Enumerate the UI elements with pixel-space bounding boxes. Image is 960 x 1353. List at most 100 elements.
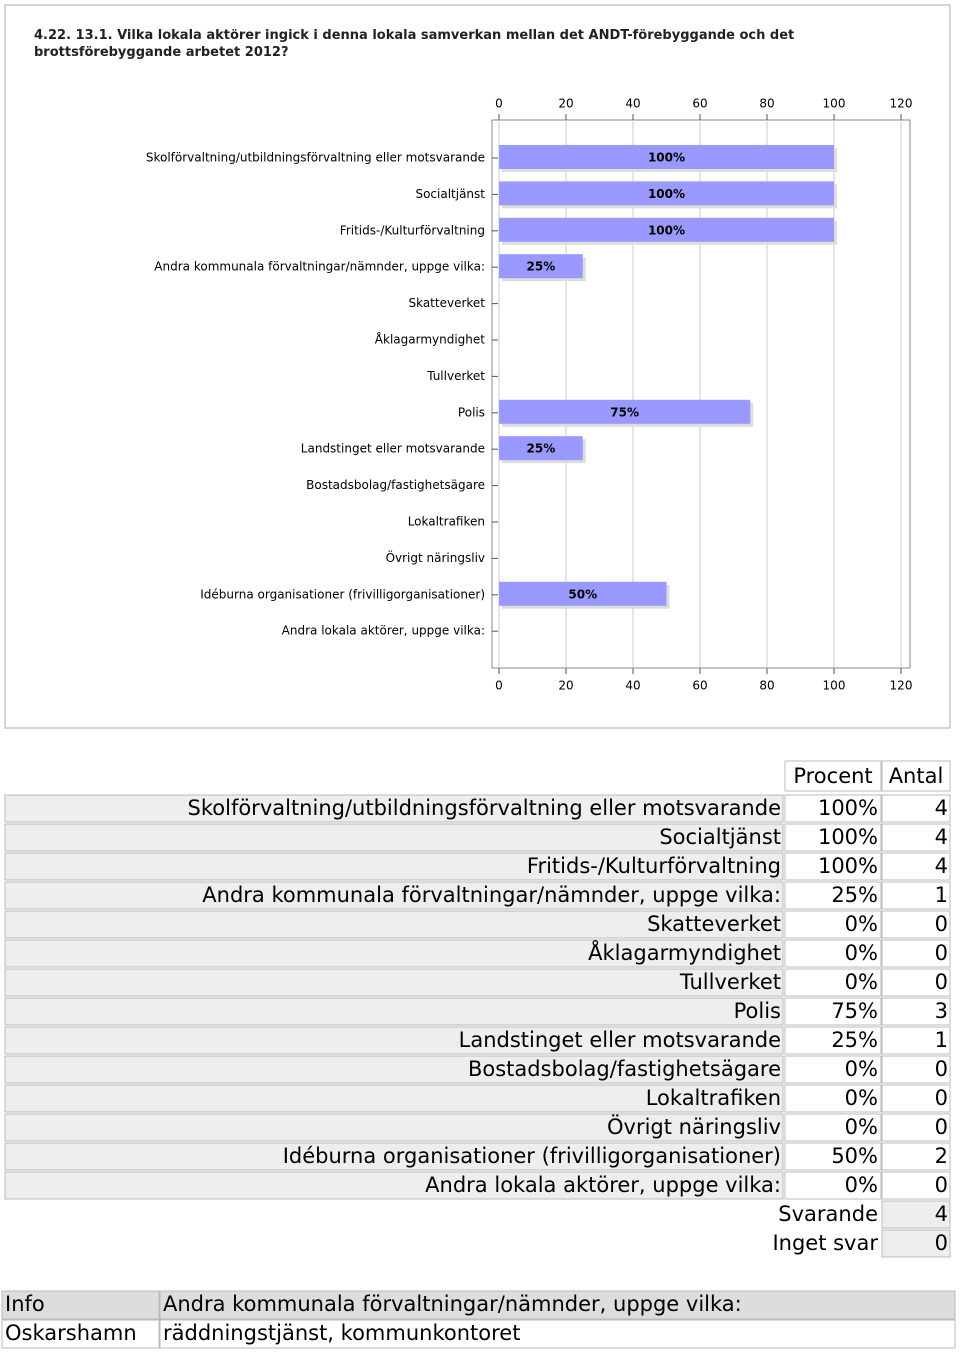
row-label: Skatteverket — [647, 912, 781, 936]
antal-cell — [881, 881, 951, 910]
y-tick-label: Fritids-/Kulturförvaltning — [340, 223, 485, 237]
x-tick-label: 100 — [823, 97, 846, 111]
procent: 0% — [845, 1173, 878, 1197]
x-tick-label: 60 — [692, 679, 707, 693]
x-tick-label: 20 — [558, 97, 573, 111]
bar — [499, 581, 667, 606]
x-tick-label: 0 — [495, 97, 503, 111]
procent: 0% — [845, 1086, 878, 1110]
bar — [499, 254, 583, 279]
row-label-cell — [4, 1084, 784, 1113]
antal: 0 — [935, 1057, 948, 1081]
procent: 0% — [845, 1057, 878, 1081]
row-label-cell — [4, 823, 784, 852]
info-text: Info — [5, 1292, 45, 1316]
x-tick-label: 80 — [759, 679, 774, 693]
antal: 2 — [935, 1144, 948, 1168]
y-tick-label: Idéburna organisationer (frivilligorgani… — [200, 587, 485, 601]
info-cell — [159, 1290, 956, 1320]
info-cell — [159, 1319, 956, 1349]
value-label: 100% — [648, 187, 685, 201]
plot-area — [491, 119, 911, 669]
row-label: Socialtjänst — [659, 825, 781, 849]
procent-cell — [784, 939, 882, 968]
y-tick-label: Skolförvaltning/utbildningsförvaltning e… — [146, 151, 485, 165]
value-label: 50% — [568, 587, 597, 601]
value-label: 100% — [648, 151, 685, 165]
x-tick-label: 100 — [823, 679, 846, 693]
antal: 3 — [935, 999, 948, 1023]
row-label-cell — [4, 968, 784, 997]
summary-value: 0 — [935, 1231, 948, 1255]
antal: 0 — [935, 912, 948, 936]
bar — [499, 145, 834, 169]
procent: 0% — [845, 1115, 878, 1139]
y-tick-label: Lokaltrafiken — [408, 515, 485, 529]
x-tick-label: 120 — [890, 679, 913, 693]
y-tick-label: Socialtjänst — [415, 187, 485, 201]
procent: 50% — [831, 1144, 878, 1168]
procent-cell — [784, 1142, 882, 1171]
procent: 100% — [818, 825, 878, 849]
y-tick-label: Skatteverket — [408, 296, 485, 310]
antal-cell — [881, 968, 951, 997]
row-label-cell — [4, 1055, 784, 1084]
x-tick-label: 120 — [890, 97, 913, 111]
procent-cell — [784, 968, 882, 997]
antal-cell — [881, 1171, 951, 1200]
x-tick-label: 20 — [558, 679, 573, 693]
row-label-cell — [4, 852, 784, 881]
row-label: Andra kommunala förvaltningar/nämnder, u… — [202, 883, 781, 907]
procent-cell — [784, 1171, 882, 1200]
x-tick-label: 60 — [692, 97, 707, 111]
row-label: Skolförvaltning/utbildningsförvaltning e… — [188, 796, 781, 820]
y-tick-label: Tullverket — [426, 369, 485, 383]
row-label-cell — [4, 1113, 784, 1142]
row-label: Lokaltrafiken — [646, 1086, 781, 1110]
summary-label: Inget svar — [772, 1231, 878, 1255]
procent: 0% — [845, 970, 878, 994]
procent-cell — [784, 910, 882, 939]
value-label: 75% — [610, 405, 639, 419]
row-label: Övrigt näringsliv — [607, 1114, 781, 1139]
procent-cell — [784, 1055, 882, 1084]
header-label: Procent — [793, 764, 872, 788]
antal: 4 — [935, 796, 948, 820]
value-label: 25% — [527, 260, 556, 274]
value-label: 25% — [527, 442, 556, 456]
antal-cell — [881, 794, 951, 823]
antal-cell — [881, 1113, 951, 1142]
info-text: räddningstjänst, kommunkontoret — [163, 1321, 520, 1345]
antal: 0 — [935, 1173, 948, 1197]
header-cell — [784, 760, 882, 792]
chart-title: 4.22. 13.1. Vilka lokala aktörer ingick … — [34, 28, 795, 60]
procent: 100% — [818, 854, 878, 878]
procent-cell — [784, 1113, 882, 1142]
antal-cell — [881, 997, 951, 1026]
procent-cell — [784, 823, 882, 852]
y-tick-label: Åklagarmyndighet — [375, 332, 485, 347]
antal: 1 — [935, 1028, 948, 1052]
row-label-cell — [4, 910, 784, 939]
summary-cell — [881, 1229, 951, 1258]
antal-cell — [881, 1142, 951, 1171]
y-tick-label: Övrigt näringsliv — [386, 549, 485, 565]
procent-cell — [784, 997, 882, 1026]
bar — [499, 217, 834, 242]
antal: 1 — [935, 883, 948, 907]
procent: 0% — [845, 912, 878, 936]
antal-cell — [881, 852, 951, 881]
procent-cell — [784, 1084, 882, 1113]
value-label: 100% — [648, 223, 685, 237]
title-box: 4.22. 13.1. Vilka lokala aktörer ingick … — [34, 28, 795, 60]
procent: 75% — [831, 999, 878, 1023]
info-cell — [1, 1290, 160, 1320]
row-label-cell — [4, 1142, 784, 1171]
header-label: Antal — [889, 764, 944, 788]
y-tick-label: Andra kommunala förvaltningar/nämnder, u… — [154, 260, 485, 274]
antal-cell — [881, 910, 951, 939]
row-label-cell — [4, 881, 784, 910]
row-label: Åklagarmyndighet — [588, 939, 781, 965]
y-tick-label: Polis — [458, 405, 485, 419]
row-label: Bostadsbolag/fastighetsägare — [468, 1057, 781, 1081]
